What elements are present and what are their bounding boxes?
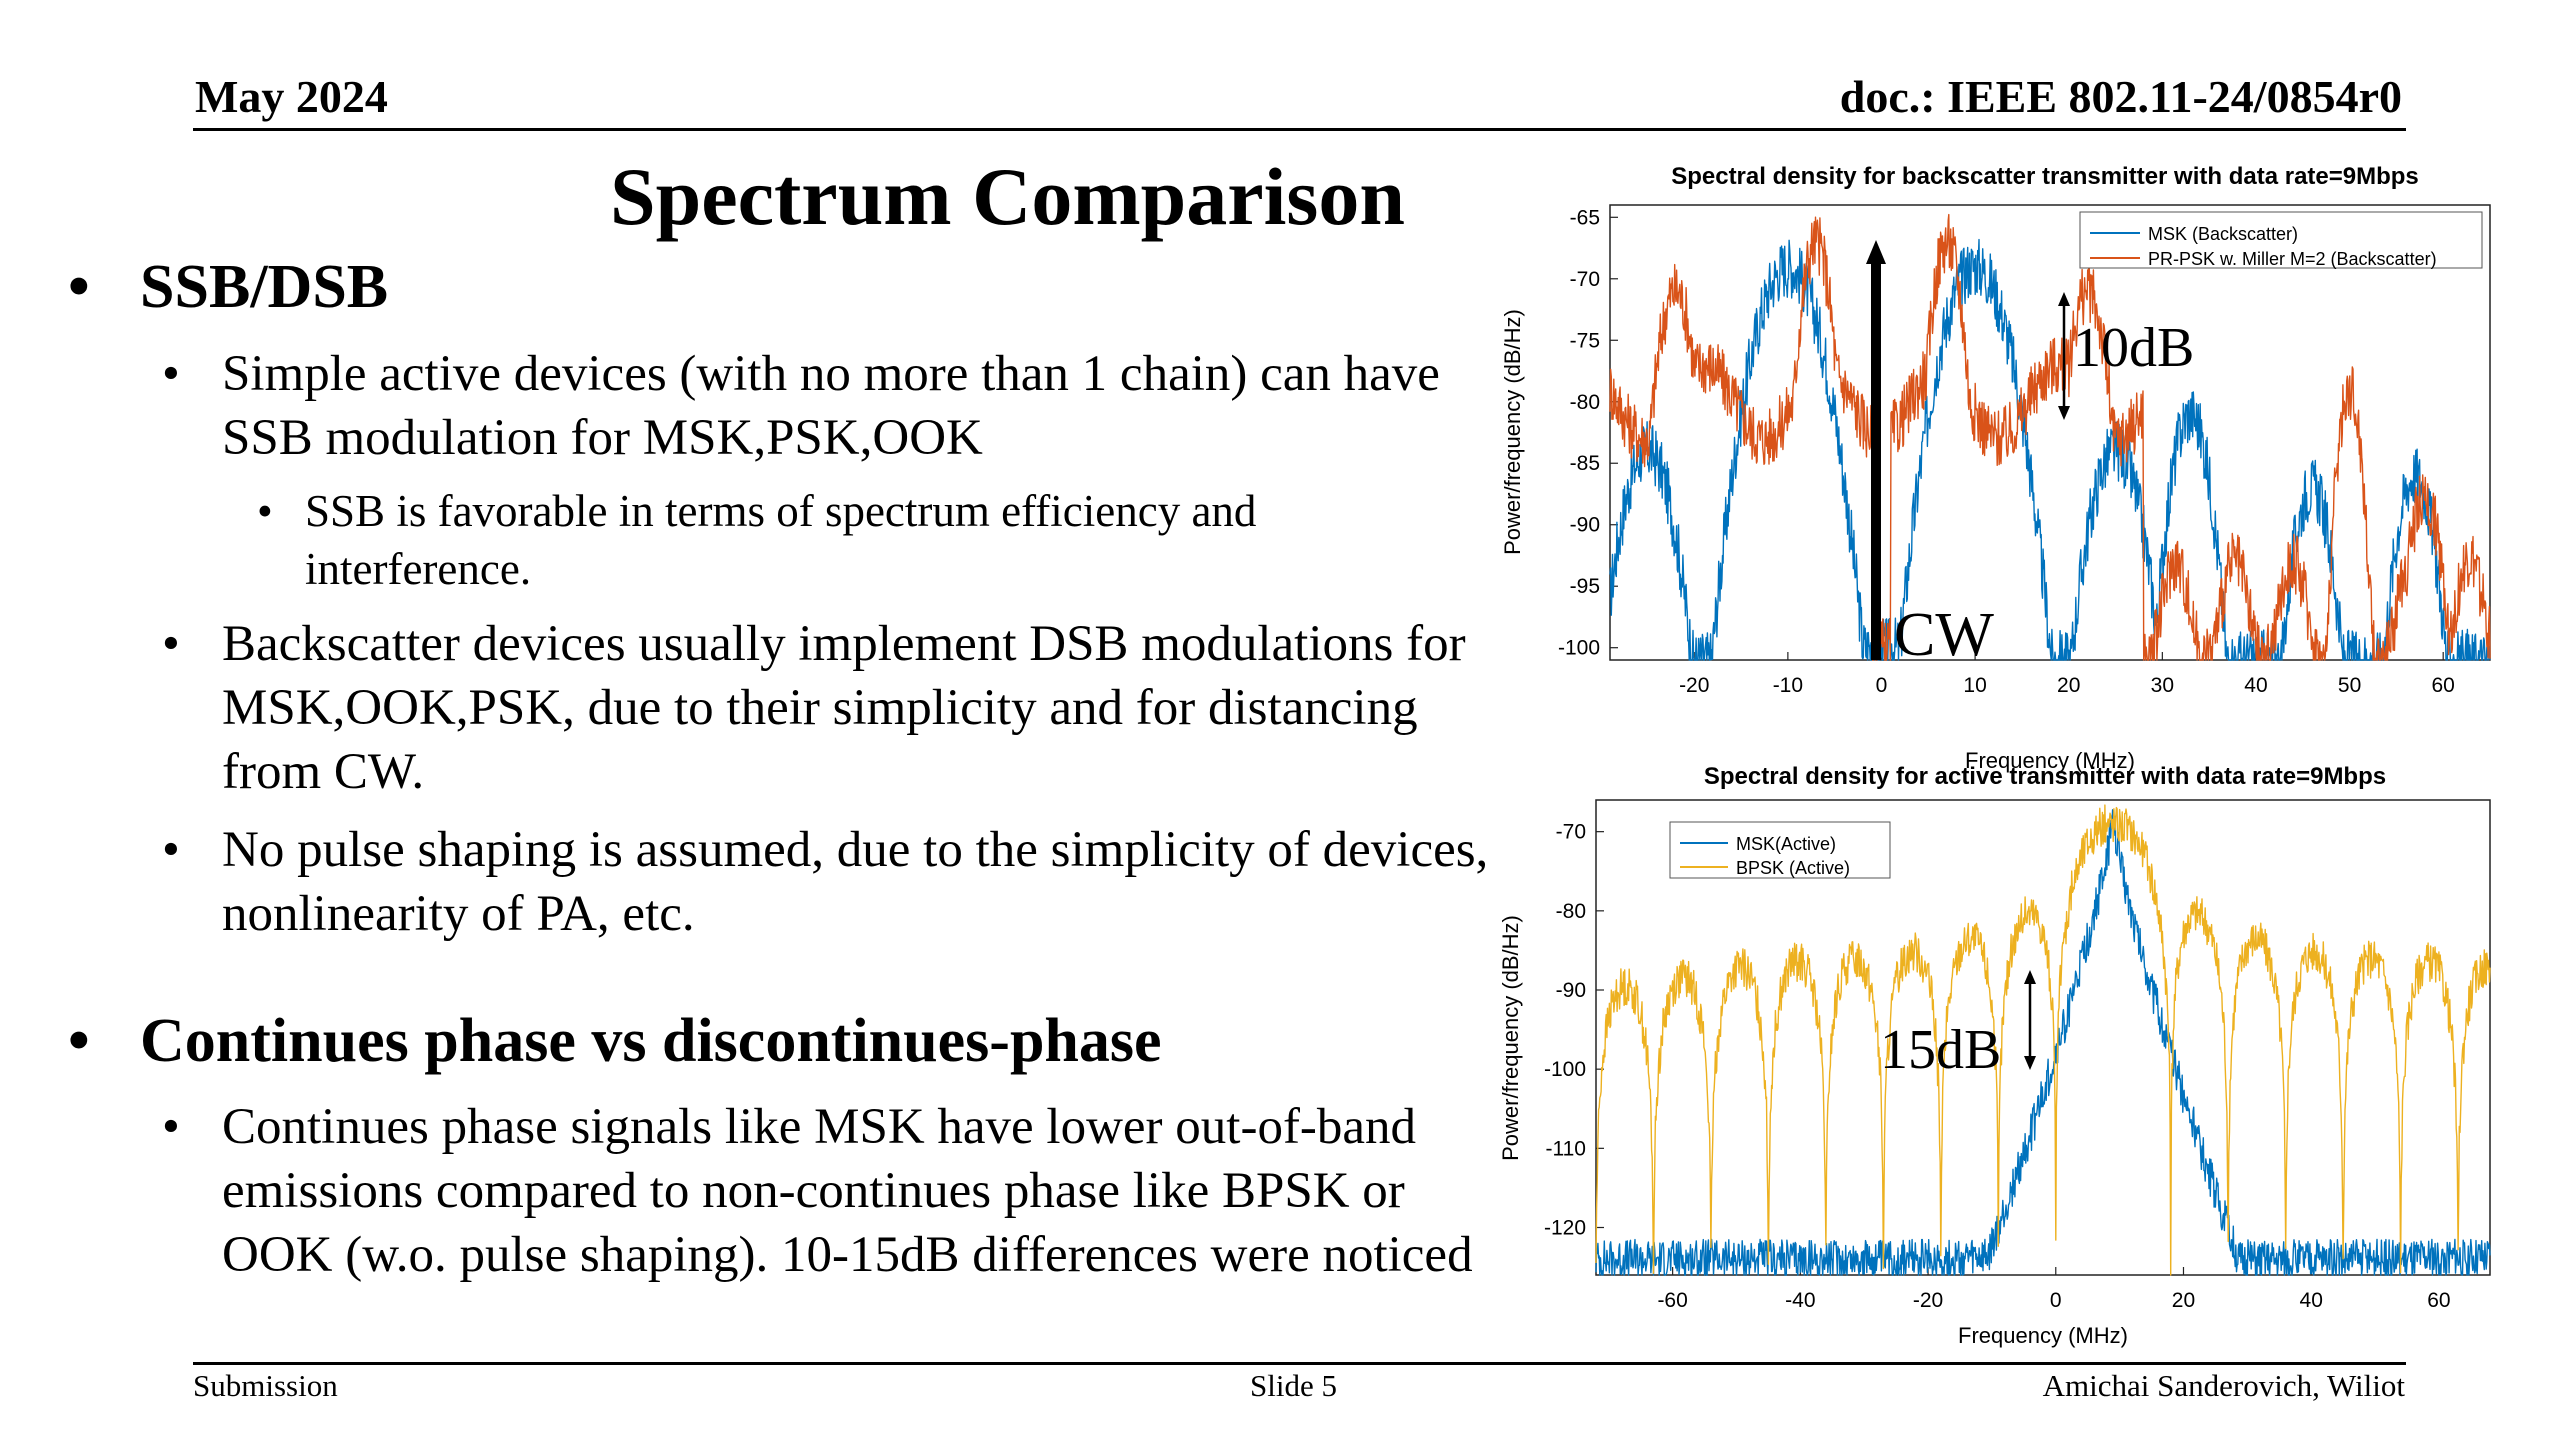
legend: MSK (Backscatter) PR-PSK w. Miller M=2 (… (2079, 211, 2483, 269)
y-tick-label: -90 (1556, 979, 1586, 1002)
bullet-l1-ssb-dsb: • SSB/DSB (68, 250, 389, 324)
bullet-text: Backscatter devices usually implement DS… (222, 616, 1466, 800)
legend-entry-bpsk: BPSK (Active) (1736, 858, 1850, 878)
chart-title: Spectral density for active transmitter … (1704, 763, 2386, 790)
x-tick-label: -10 (1773, 674, 1803, 697)
bullet-text: Continues phase vs discontinues-phase (140, 1007, 1162, 1075)
footer-submission: Submission (193, 1368, 338, 1403)
x-tick-label: -20 (1913, 1289, 1943, 1312)
15db-arrow-head-bottom (2024, 1056, 2036, 1070)
15db-arrow-head-top (2024, 970, 2036, 984)
plot-area (1609, 204, 2491, 661)
y-tick-label: -95 (1570, 575, 1600, 598)
header-date: May 2024 (195, 71, 388, 122)
series-line-msk (1609, 238, 2491, 661)
y-tick-label: -120 (1544, 1217, 1586, 1240)
x-tick-label: 40 (2300, 1289, 2323, 1312)
y-tick-label: -110 (1546, 1137, 1586, 1160)
x-tick-label: 20 (2057, 674, 2080, 697)
bullet-l3-ssb-favorable: • SSB is favorable in terms of spectrum … (257, 482, 1455, 598)
x-tick-label: -60 (1657, 1289, 1687, 1312)
bullet-text: SSB/DSB (140, 253, 389, 321)
y-tick-label: -85 (1570, 452, 1600, 475)
legend: MSK(Active) BPSK (Active) (1669, 821, 1891, 879)
y-tick-label: -90 (1570, 514, 1600, 537)
bullet-l2-msk-lower-oob: • Continues phase signals like MSK have … (162, 1095, 1492, 1287)
bullet-text: SSB is favorable in terms of spectrum ef… (305, 486, 1257, 594)
chart-active-spectrum: Spectral density for active transmitter … (1498, 763, 2491, 1348)
y-tick-label: -80 (1556, 900, 1586, 923)
bullet-glyph: • (68, 253, 90, 321)
x-tick-label: 60 (2427, 1289, 2450, 1312)
x-tick-label: 0 (2050, 1289, 2062, 1312)
x-tick-label: 50 (2338, 674, 2361, 697)
series-line-prpsk (1609, 213, 2491, 661)
bullet-l2-no-pulse-shaping: • No pulse shaping is assumed, due to th… (162, 818, 1492, 946)
annotations: CW 10dB (1866, 240, 2194, 669)
x-axis-label: Frequency (MHz) (1958, 1323, 2128, 1348)
y-tick-label: -80 (1570, 391, 1600, 414)
x-tick-label: 10 (1963, 674, 1986, 697)
bullet-glyph: • (162, 1099, 180, 1155)
footer-rule (193, 1362, 2406, 1365)
chart-backscatter-spectrum: Spectral density for backscatter transmi… (1500, 163, 2491, 773)
10db-label: 10dB (2073, 317, 2194, 379)
y-tick-label: -70 (1570, 268, 1600, 291)
x-tick-label: -20 (1679, 674, 1709, 697)
bullet-l2-simple-active: • Simple active devices (with no more th… (162, 342, 1492, 470)
bullet-glyph: • (162, 616, 180, 672)
10db-arrow-head-top (2058, 292, 2070, 306)
y-tick-label: -100 (1558, 637, 1600, 660)
15db-label: 15dB (1880, 1019, 2001, 1081)
chart-title: Spectral density for backscatter transmi… (1671, 163, 2419, 190)
y-axis-label: Power/frequency (dB/Hz) (1500, 309, 1525, 555)
legend-entry-msk: MSK (Backscatter) (2148, 224, 2298, 244)
bullet-glyph: • (162, 346, 180, 402)
footer-slide-number: Slide 5 (1250, 1368, 1337, 1403)
x-tick-label: 60 (2432, 674, 2455, 697)
series-line-msk (1595, 809, 2491, 1276)
bullet-l2-backscatter-dsb: • Backscatter devices usually implement … (162, 612, 1492, 804)
x-tick-label: -40 (1785, 1289, 1815, 1312)
bullet-glyph: • (68, 1007, 90, 1075)
bullet-glyph: • (257, 486, 273, 536)
slide-title: Spectrum Comparison (610, 151, 1405, 242)
y-tick-label: -65 (1570, 206, 1600, 229)
cw-arrow-head (1866, 240, 1886, 264)
bullet-text: No pulse shaping is assumed, due to the … (222, 822, 1489, 942)
x-tick-label: 20 (2172, 1289, 2195, 1312)
footer-author: Amichai Sanderovich, Wiliot (2042, 1368, 2405, 1403)
bullet-text: Continues phase signals like MSK have lo… (222, 1099, 1473, 1283)
legend-entry-prpsk: PR-PSK w. Miller M=2 (Backscatter) (2148, 249, 2437, 269)
bullet-l1-continues-phase: • Continues phase vs discontinues-phase (68, 1004, 1162, 1078)
series-line-bpsk (1595, 804, 2491, 1276)
legend-entry-msk: MSK(Active) (1736, 834, 1836, 854)
annotations: 15dB (1880, 970, 2036, 1081)
x-tick-label: 40 (2244, 674, 2267, 697)
y-axis-label: Power/frequency (dB/Hz) (1498, 915, 1523, 1161)
x-tick-label: 0 (1876, 674, 1888, 697)
y-tick-label: -75 (1570, 329, 1600, 352)
plot-area (1595, 799, 2491, 1276)
10db-arrow-head-bottom (2058, 406, 2070, 420)
bullet-text: Simple active devices (with no more than… (222, 346, 1440, 466)
cw-label: CW (1894, 601, 1994, 669)
header-rule (193, 128, 2406, 131)
y-tick-label: -100 (1544, 1058, 1586, 1081)
x-tick-label: 30 (2151, 674, 2174, 697)
x-axis-label: Frequency (MHz) (1965, 748, 2135, 773)
bullet-glyph: • (162, 822, 180, 878)
header-doc-id: doc.: IEEE 802.11-24/0854r0 (1839, 71, 2402, 122)
y-tick-label: -70 (1556, 821, 1586, 844)
